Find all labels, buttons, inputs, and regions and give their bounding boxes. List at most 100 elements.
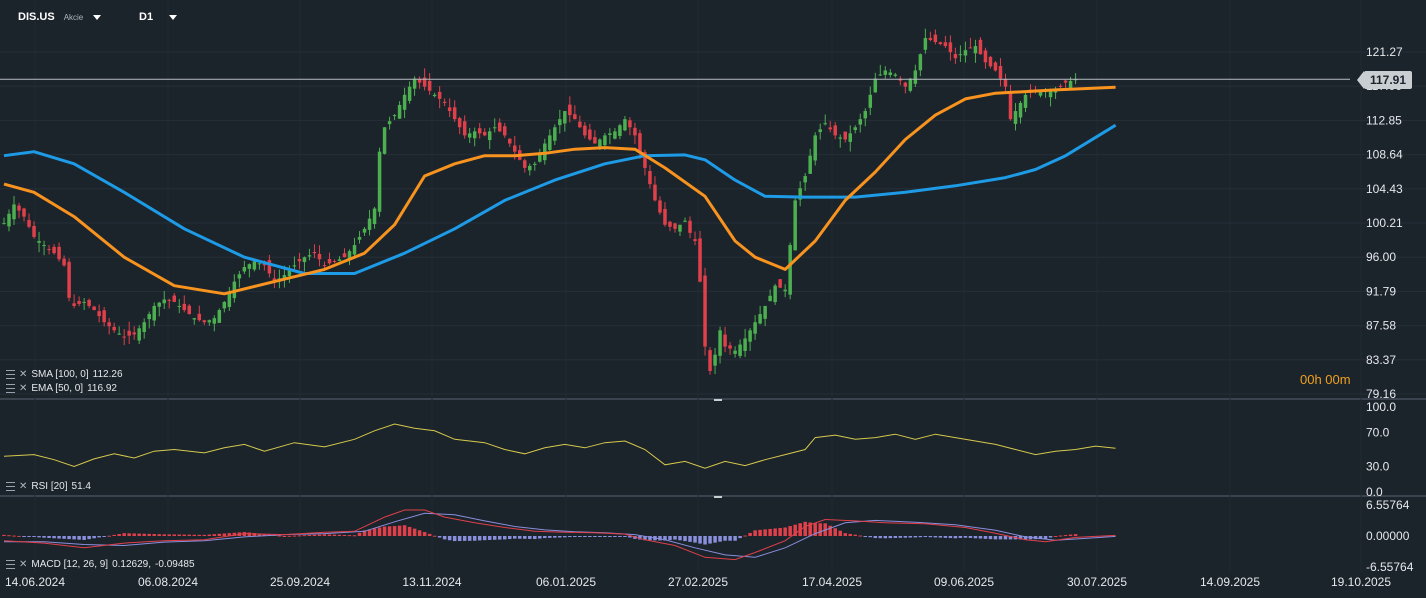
legend-rsi[interactable]: ✕ RSI [20] 51.4	[6, 481, 91, 492]
macd-bar	[107, 535, 111, 537]
settings-icon[interactable]	[6, 560, 15, 569]
candle-body	[1038, 90, 1043, 96]
candle-body	[112, 326, 116, 331]
candle-body	[327, 258, 332, 264]
x-tick-label: 06.01.2025	[536, 575, 596, 589]
candle-body	[808, 155, 812, 174]
macd-bar	[943, 536, 948, 538]
candle-body	[578, 121, 582, 128]
macd-bar	[623, 536, 627, 537]
candle-body	[913, 70, 918, 84]
macd-bar	[568, 536, 572, 538]
macd-bar	[833, 528, 837, 536]
candle-body	[983, 50, 988, 63]
candle-body	[102, 310, 106, 323]
x-tick-label: 14.09.2025	[1200, 575, 1260, 589]
macd-bar	[427, 533, 432, 536]
candle-body	[798, 188, 802, 200]
macd-bar	[998, 536, 1003, 540]
macd-bar	[963, 536, 968, 538]
candle-body	[878, 74, 883, 76]
rsi-tick-label: 70.0	[1366, 426, 1390, 440]
timeframe-selector[interactable]: D1	[139, 11, 178, 23]
macd-bar	[718, 536, 722, 542]
macd-bar	[312, 534, 317, 536]
settings-icon[interactable]	[6, 482, 15, 491]
candle-body	[883, 70, 888, 75]
macd-bar	[177, 534, 182, 536]
macd-bar	[32, 536, 36, 537]
candle-body	[823, 123, 827, 125]
macd-bar	[768, 528, 772, 536]
candle-timer: 00h 00m	[1300, 372, 1351, 387]
candle-body	[738, 344, 742, 356]
macd-bar	[257, 533, 262, 536]
macd-bar	[167, 534, 171, 536]
macd-bar	[97, 536, 101, 538]
macd-bar	[217, 533, 222, 536]
macd-bar	[948, 536, 953, 539]
macd-bar	[132, 533, 136, 536]
macd-bar	[513, 536, 517, 539]
close-icon[interactable]: ✕	[19, 559, 28, 570]
legend-ema[interactable]: ✕ EMA [50, 0] 116.92	[6, 383, 117, 394]
candle-body	[793, 200, 797, 251]
macd-bar	[683, 536, 687, 542]
pane-resize-handle[interactable]	[714, 399, 722, 401]
y-tick-label: 104.43	[1366, 182, 1403, 196]
y-tick-label: 108.64	[1366, 148, 1403, 162]
candle-body	[938, 42, 943, 45]
candle-body	[933, 34, 938, 43]
macd-bar	[558, 536, 562, 538]
candle-body	[357, 236, 362, 240]
close-icon[interactable]: ✕	[19, 481, 28, 492]
macd-bar	[778, 527, 782, 536]
macd-bar	[703, 536, 707, 545]
legend-macd[interactable]: ✕ MACD [12, 26, 9] 0.12629, -0.09485	[6, 559, 195, 570]
macd-bar	[192, 534, 197, 536]
candle-body	[633, 127, 637, 136]
settings-icon[interactable]	[6, 384, 15, 393]
candle-body	[608, 133, 612, 135]
close-icon[interactable]: ✕	[19, 369, 28, 380]
pane-resize-handle[interactable]	[714, 496, 722, 498]
candle-body	[573, 114, 577, 120]
candle-body	[162, 299, 166, 304]
legend-sma[interactable]: ✕ SMA [100, 0] 112.26	[6, 369, 123, 380]
sma-value: 112.26	[92, 369, 123, 380]
candle-body	[22, 208, 26, 217]
macd-bar	[377, 527, 382, 536]
macd-bar	[207, 534, 212, 536]
candle-body	[653, 184, 657, 201]
candle-body	[948, 42, 953, 53]
macd-bar	[172, 534, 177, 536]
candle-body	[903, 82, 908, 87]
macd-bar	[212, 534, 217, 536]
symbol-selector[interactable]: DIS.US Akcie	[18, 11, 102, 23]
macd-bar	[878, 536, 883, 539]
x-tick-label: 14.06.2024	[5, 575, 65, 589]
candle-body	[52, 246, 56, 254]
symbol-label: DIS.US	[18, 11, 55, 23]
candle-body	[387, 121, 392, 125]
candle-body	[558, 119, 562, 126]
candle-body	[252, 261, 257, 270]
candle-body	[858, 119, 863, 125]
close-icon[interactable]: ✕	[19, 383, 28, 394]
candle-body	[92, 306, 96, 311]
macd-histogram	[2, 521, 1078, 545]
macd-bar	[563, 536, 567, 538]
macd-bar	[417, 530, 422, 536]
candle-body	[257, 263, 262, 265]
macd-bar	[858, 535, 863, 537]
macd-bar	[938, 536, 943, 538]
candle-body	[553, 127, 557, 141]
settings-icon[interactable]	[6, 370, 15, 379]
macd-bar	[57, 536, 61, 539]
candle-body	[217, 310, 222, 323]
macd-bar	[1018, 536, 1023, 540]
y-tick-label: 96.00	[1366, 250, 1396, 264]
macd-bar	[973, 536, 978, 539]
candle-body	[973, 46, 978, 54]
